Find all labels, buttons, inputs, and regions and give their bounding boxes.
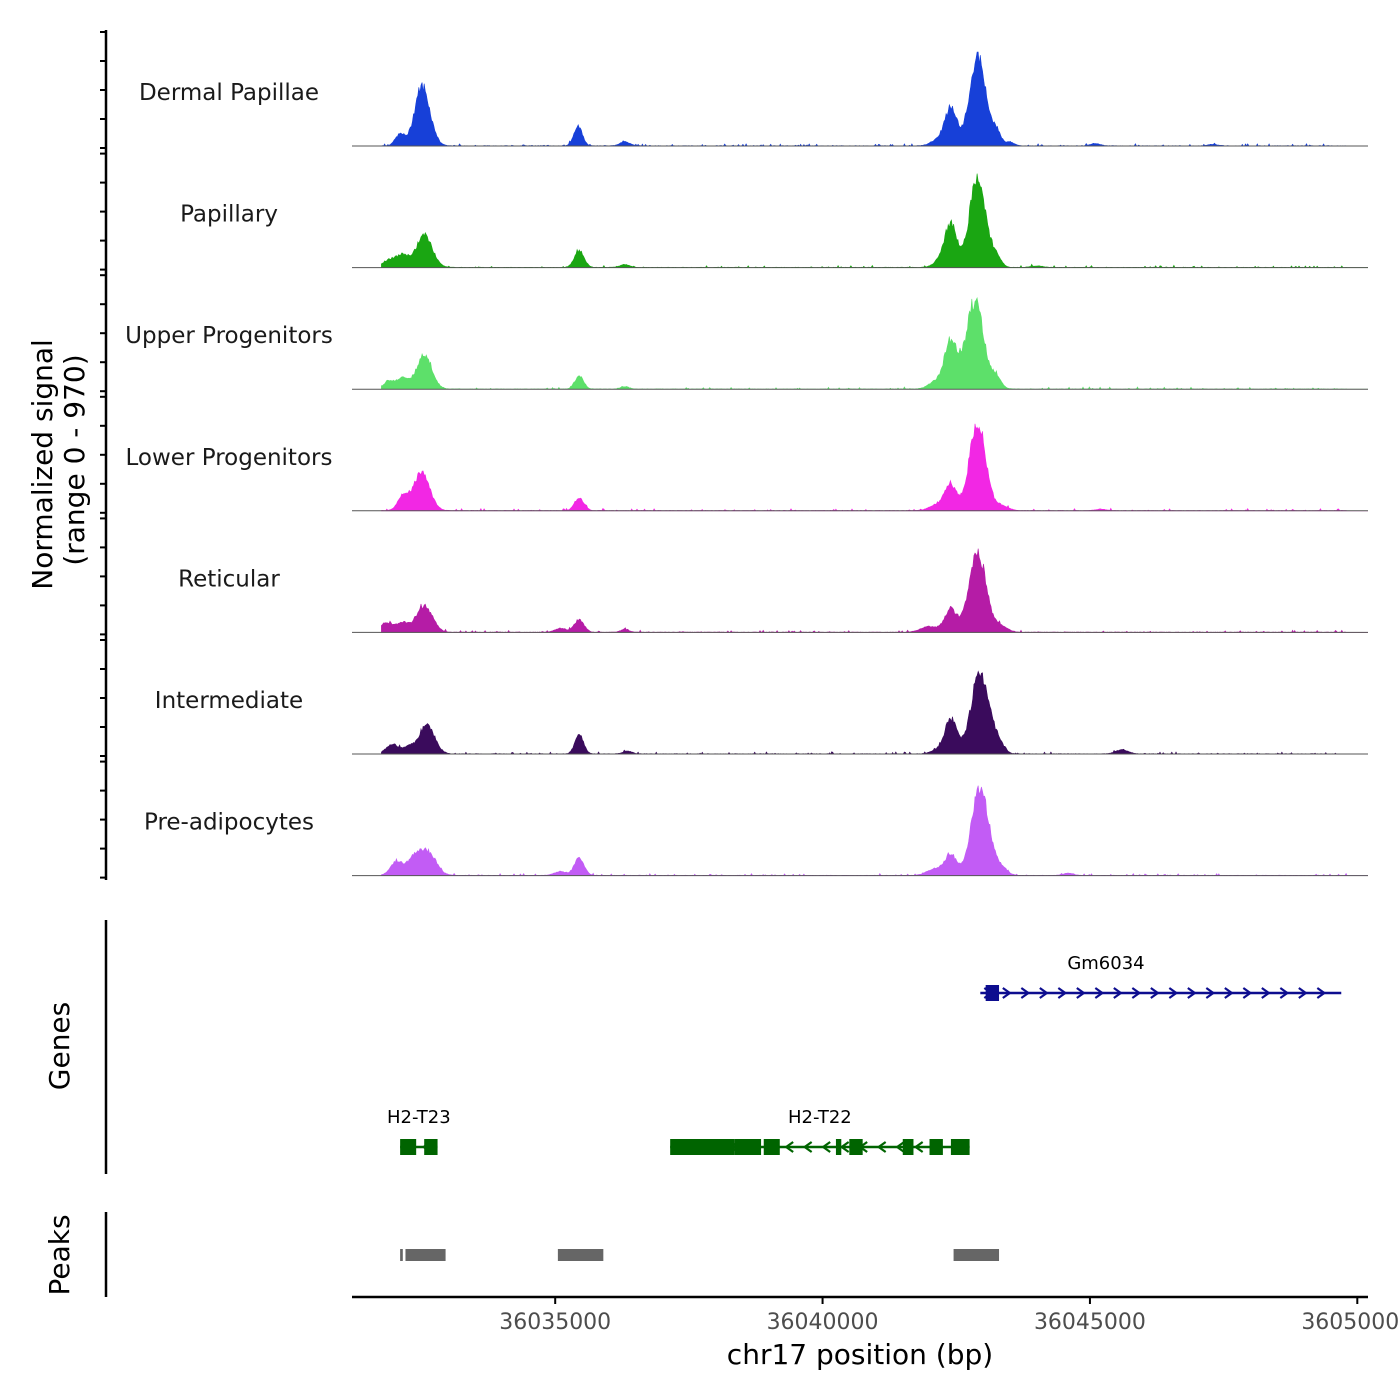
strand-chevron <box>895 1141 905 1153</box>
strand-chevron <box>1076 987 1086 999</box>
strand-chevron <box>876 1141 887 1153</box>
exon <box>985 985 1000 1001</box>
track-reticular: Reticular <box>178 548 1368 634</box>
x-tick-label: 36040000 <box>767 1310 879 1335</box>
gene-annotations: Gm6034 H2-T23 H2-T22 <box>387 953 1342 1155</box>
gene-label: H2-T23 <box>387 1107 451 1128</box>
peak-regions <box>400 1249 1000 1261</box>
genes-track-title: Genes <box>43 1002 76 1090</box>
strand-chevron <box>1039 987 1049 999</box>
peak-region <box>405 1249 446 1261</box>
track-label: Lower Progenitors <box>126 445 333 471</box>
exon <box>424 1139 438 1155</box>
y-axis-title: Normalized signal (range 0 - 970) <box>26 330 91 589</box>
track-label: Papillary <box>180 202 278 228</box>
exon <box>950 1139 970 1155</box>
track-label: Pre-adipocytes <box>144 810 314 836</box>
x-tick-label: 36045000 <box>1034 1310 1146 1335</box>
y-axis-title-line2: (range 0 - 970) <box>58 354 91 565</box>
strand-chevron <box>1131 987 1142 999</box>
coverage-area <box>381 173 1368 268</box>
exon <box>670 1139 735 1155</box>
strand-chevron <box>1057 987 1068 999</box>
strand-chevron <box>1261 987 1271 999</box>
strand-chevron <box>1168 987 1179 999</box>
track-label: Upper Progenitors <box>125 323 333 349</box>
strand-chevron <box>1298 987 1308 999</box>
x-axis: 36035000 36040000 36045000 36050000 <box>352 1295 1400 1335</box>
strand-chevron <box>1224 987 1234 999</box>
y-axis-title-line1: Normalized signal <box>26 339 59 590</box>
strand-chevron <box>1020 987 1031 999</box>
peaks-track-title: Peaks <box>43 1214 76 1295</box>
peak-region <box>557 1249 604 1261</box>
strand-chevron <box>1150 987 1160 999</box>
gene-h2-t22: H2-T22 <box>670 1107 970 1155</box>
strand-chevron <box>802 1141 813 1153</box>
x-tick-label: 36050000 <box>1301 1310 1400 1335</box>
track-papillary: Papillary <box>180 173 1368 269</box>
track-label: Dermal Papillae <box>139 80 319 106</box>
peak-region <box>953 1249 1000 1261</box>
strand-chevron <box>1205 987 1216 999</box>
exon <box>835 1139 842 1155</box>
track-pre-adipocytes: Pre-adipocytes <box>144 785 1368 877</box>
strand-chevron <box>1279 987 1290 999</box>
coverage-area <box>381 785 1368 877</box>
coverage-area <box>381 548 1368 634</box>
x-tick-label: 36035000 <box>499 1310 611 1335</box>
strand-chevron <box>839 1141 850 1153</box>
track-label: Reticular <box>178 566 280 592</box>
exon <box>849 1139 863 1155</box>
gene-label: Gm6034 <box>1067 953 1144 974</box>
strand-chevron <box>1316 987 1327 999</box>
coverage-area <box>381 670 1368 755</box>
peak-region <box>400 1249 403 1261</box>
x-axis-title: chr17 position (bp) <box>727 1338 993 1371</box>
gene-gm6034: Gm6034 <box>980 953 1342 1001</box>
exon <box>400 1139 417 1155</box>
coverage-area <box>381 51 1368 147</box>
coverage-area <box>381 423 1368 512</box>
exon <box>734 1139 762 1155</box>
strand-chevron <box>1002 987 1012 999</box>
signal-y-axis <box>100 30 108 880</box>
gene-h2-t23: H2-T23 <box>387 1107 451 1155</box>
coverage-area <box>381 297 1368 390</box>
strand-chevron <box>1094 987 1105 999</box>
track-lower-progenitors: Lower Progenitors <box>126 423 1368 512</box>
strand-chevron <box>1242 987 1253 999</box>
strand-chevron <box>784 1141 794 1153</box>
track-upper-progenitors: Upper Progenitors <box>125 297 1368 390</box>
gene-label: H2-T22 <box>788 1107 852 1128</box>
strand-chevron <box>1113 987 1123 999</box>
track-dermal-papillae: Dermal Papillae <box>139 51 1368 147</box>
strand-chevron <box>821 1141 831 1153</box>
track-intermediate: Intermediate <box>155 670 1368 755</box>
exon <box>902 1139 914 1155</box>
strand-chevron <box>913 1141 924 1153</box>
exon <box>929 1139 943 1155</box>
coverage-tracks: Dermal Papillae Papillary Upper Progenitor… <box>125 51 1368 877</box>
strand-chevron <box>1187 987 1197 999</box>
exon <box>763 1139 780 1155</box>
track-label: Intermediate <box>155 688 303 714</box>
